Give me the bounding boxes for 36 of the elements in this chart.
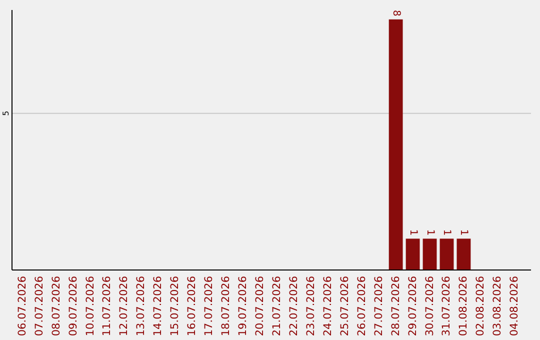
x-tick-label: 23.07.2026 (304, 276, 317, 336)
x-tick-label: 09.07.2026 (67, 276, 80, 336)
x-tick-label: 27.07.2026 (372, 276, 385, 336)
data-label: 1 (441, 229, 452, 236)
x-tick-label: 13.07.2026 (135, 276, 148, 336)
x-tick-label: 01.08.2026 (458, 276, 470, 336)
x-tick-label: 19.07.2026 (237, 276, 250, 336)
x-tick-label: 15.07.2026 (169, 276, 182, 336)
x-tick-label: 18.07.2026 (220, 276, 232, 336)
x-tick-label: 16.07.2026 (186, 276, 198, 336)
x-tick-label: 21.07.2026 (270, 276, 283, 336)
x-tick-label: 12.07.2026 (118, 276, 130, 336)
data-label: 1 (424, 229, 436, 236)
x-tick-label: 11.07.2026 (101, 276, 114, 336)
x-tick-label: 26.07.2026 (356, 276, 368, 336)
data-label: 1 (407, 229, 418, 236)
y-tick-label: 5 (2, 110, 10, 116)
x-tick-label: 06.07.2026 (16, 276, 28, 336)
x-tick-label: 25.07.2026 (338, 276, 351, 336)
x-tick-label: 30.07.2026 (424, 276, 436, 336)
x-tick-label: 04.08.2026 (508, 276, 521, 336)
x-tick-label: 20.07.2026 (254, 276, 266, 336)
x-tick-label: 22.07.2026 (288, 276, 300, 336)
x-tick-label: 02.08.2026 (474, 276, 487, 336)
x-tick-label: 08.07.2026 (50, 276, 62, 336)
x-tick-label: 24.07.2026 (322, 276, 334, 336)
x-tick-label: 03.08.2026 (492, 276, 504, 336)
x-tick-label: 29.07.2026 (406, 276, 419, 336)
x-tick-label: 14.07.2026 (152, 276, 164, 336)
x-tick-label: 28.07.2026 (390, 276, 402, 336)
x-tick-label: 31.07.2026 (440, 276, 453, 336)
x-tick-label: 17.07.2026 (203, 276, 216, 336)
data-label: 1 (458, 229, 470, 236)
x-tick-label: 10.07.2026 (84, 276, 96, 336)
data-label: 8 (390, 10, 402, 16)
x-tick-label: 07.07.2026 (33, 276, 46, 336)
